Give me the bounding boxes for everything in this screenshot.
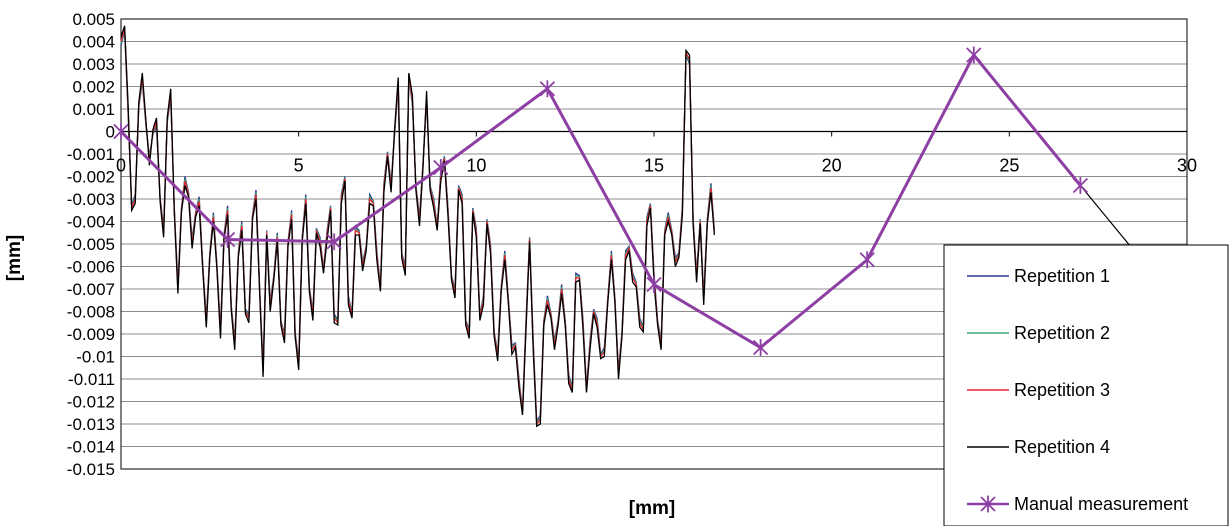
plot-frame bbox=[120, 18, 1188, 470]
y-tick-label: -0.005 bbox=[67, 235, 115, 254]
x-axis-title: [mm] bbox=[629, 498, 675, 519]
legend-entry: Manual measurement bbox=[967, 494, 1188, 514]
y-tick-label: -0.009 bbox=[67, 325, 115, 344]
manual-measurement-point bbox=[433, 159, 449, 176]
y-tick-label: 0.003 bbox=[72, 55, 115, 74]
y-tick-label: -0.001 bbox=[67, 145, 115, 164]
y-tick-label: -0.012 bbox=[67, 393, 115, 412]
series-line-repetition-4 bbox=[120, 25, 716, 428]
legend-entry: Repetition 3 bbox=[967, 380, 1110, 400]
legend-entry: Repetition 1 bbox=[967, 266, 1110, 286]
y-tick-label: -0.006 bbox=[67, 258, 115, 277]
manual-measurement-point bbox=[1072, 177, 1089, 194]
y-tick-label: 0.001 bbox=[72, 100, 115, 119]
manual-measurement-point bbox=[859, 251, 875, 269]
series-lines bbox=[113, 25, 1170, 428]
y-tick-label: -0.007 bbox=[67, 280, 115, 299]
y-tick-label: -0.013 bbox=[67, 415, 115, 434]
manual-measurement-point bbox=[539, 80, 556, 98]
manual-measurement-point bbox=[326, 233, 342, 251]
y-tick-label: 0.005 bbox=[72, 10, 115, 29]
manual-measurement-point bbox=[113, 123, 129, 140]
y-tick-label: -0.002 bbox=[67, 168, 115, 187]
y-tick-labels: 0.005 0.004 0.003 0.002 0.001 0 -0.001 -0.002 -0… bbox=[67, 10, 115, 479]
y-tick-label: 0.002 bbox=[72, 78, 115, 97]
legend-label: Repetition 4 bbox=[1014, 437, 1110, 457]
manual-measurement-point bbox=[966, 46, 982, 64]
x-tick-label: 10 bbox=[466, 156, 486, 176]
x-tick-labels: 0 5 10 15 20 25 30 bbox=[116, 156, 1197, 176]
y-axis-title: [mm] bbox=[4, 235, 25, 281]
plot-border bbox=[120, 18, 1188, 470]
legend-box bbox=[943, 244, 1229, 526]
x-tick-label: 5 bbox=[294, 156, 304, 176]
y-tick-label: -0.008 bbox=[67, 303, 115, 322]
x-tick-label: 30 bbox=[1177, 156, 1197, 176]
legend-label: Repetition 1 bbox=[1014, 266, 1110, 286]
x-tick-label: 0 bbox=[116, 156, 126, 176]
legend: Repetition 1 Repetition 2 Repetition 3 Repe… bbox=[943, 244, 1229, 526]
x-tick-label: 25 bbox=[999, 156, 1019, 176]
legend-label: Repetition 2 bbox=[1014, 323, 1110, 343]
y-tick-label: -0.014 bbox=[67, 438, 115, 457]
y-tick-label: -0.003 bbox=[67, 190, 115, 209]
legend-entry: Repetition 4 bbox=[967, 437, 1110, 457]
manual-measurement-point bbox=[219, 231, 236, 248]
y-tick-label: -0.004 bbox=[67, 213, 115, 232]
x-tick-label: 15 bbox=[644, 156, 664, 176]
y-tick-label: 0 bbox=[106, 123, 115, 142]
legend-label: Repetition 3 bbox=[1014, 380, 1110, 400]
y-tick-label: -0.011 bbox=[68, 370, 115, 389]
series-line-repetition-3 bbox=[120, 27, 716, 426]
y-tick-label: 0.004 bbox=[72, 33, 115, 52]
x-tick-label: 20 bbox=[822, 156, 842, 176]
manual-measurement-point bbox=[752, 339, 769, 356]
manual-measurement-point bbox=[646, 276, 662, 293]
legend-marker-icon bbox=[980, 495, 996, 513]
series-line-manual-measurement bbox=[119, 52, 1082, 350]
series-line-repetition-1 bbox=[120, 30, 716, 425]
legend-entry: Repetition 2 bbox=[967, 323, 1110, 343]
y-tick-label: -0.015 bbox=[67, 460, 115, 479]
y-tick-label: -0.01 bbox=[76, 348, 115, 367]
legend-label: Manual measurement bbox=[1014, 494, 1188, 514]
series-line-repetition-2 bbox=[120, 28, 716, 425]
